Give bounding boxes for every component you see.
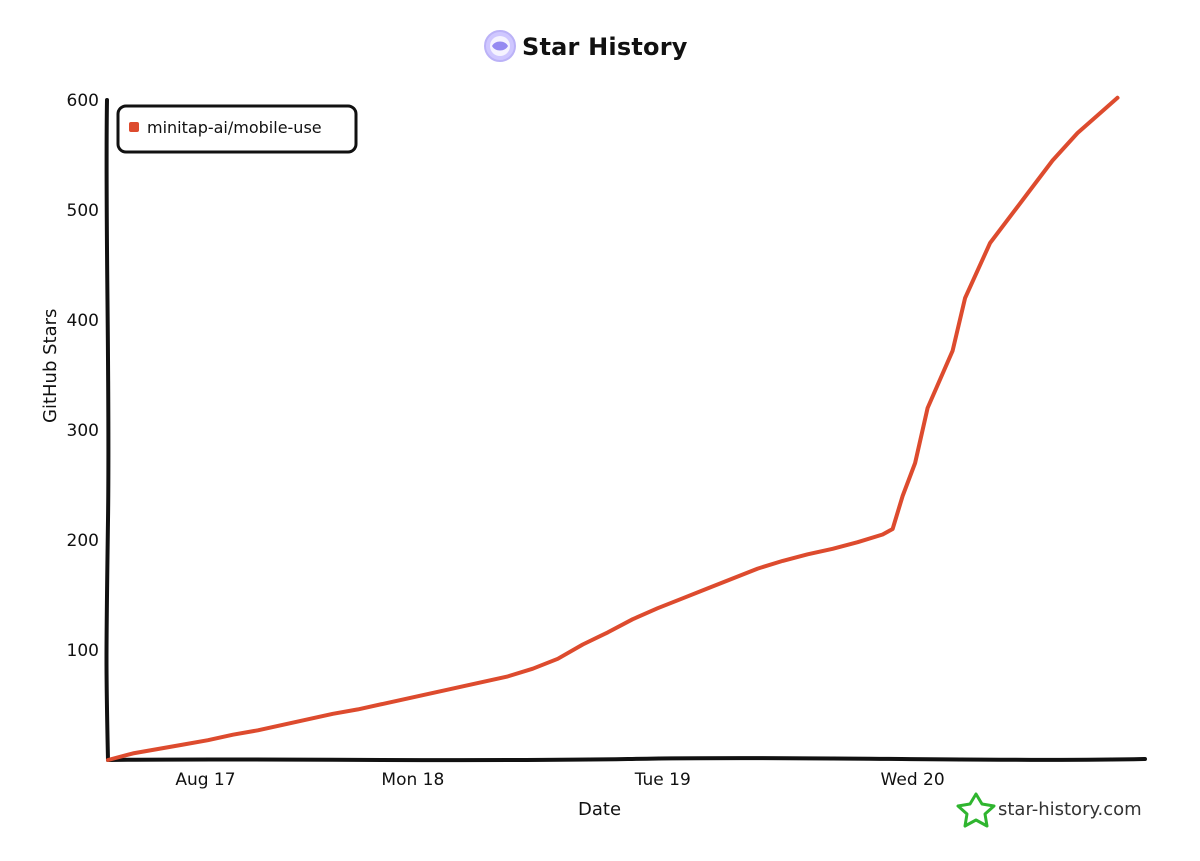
plot-area [104,95,1147,763]
x-tick-label-mon-18: Mon 18 [381,770,444,790]
x-axis-ticks: Aug 17 Mon 18 Tue 19 Wed 20 [175,770,944,790]
x-tick-label-wed-20: Wed 20 [881,770,945,790]
y-tick-label-600: 600 [67,91,99,111]
x-axis-line [106,756,1147,763]
x-tick-label-tue-19: Tue 19 [634,770,691,790]
logo-center-shape [492,41,508,51]
y-tick-label-200: 200 [67,531,99,551]
y-axis-title: GitHub Stars [40,309,61,423]
y-axis-line [104,98,111,762]
series-line-minitap-ai-mobile-use [106,95,1120,762]
star-history-logo-icon [484,30,516,62]
y-tick-label-400: 400 [67,311,99,331]
y-tick-label-100: 100 [67,641,99,661]
watermark-text: star-history.com [998,799,1142,820]
y-tick-label-500: 500 [67,201,99,221]
chart-header: Star History [484,30,688,62]
legend-label: minitap-ai/mobile-use [147,118,322,137]
y-tick-label-300: 300 [67,421,99,441]
chart-title: Star History [522,33,688,61]
watermark: star-history.com [956,792,1142,828]
x-axis-title: Date [578,799,621,820]
legend: minitap-ai/mobile-use [116,104,358,154]
green-star-outline [956,792,996,828]
legend-swatch [129,122,139,132]
x-tick-label-aug-17: Aug 17 [175,770,235,790]
legend-box [116,104,358,154]
y-axis-ticks: 100 200 300 400 500 600 [67,91,99,661]
green-star-icon [956,792,996,828]
